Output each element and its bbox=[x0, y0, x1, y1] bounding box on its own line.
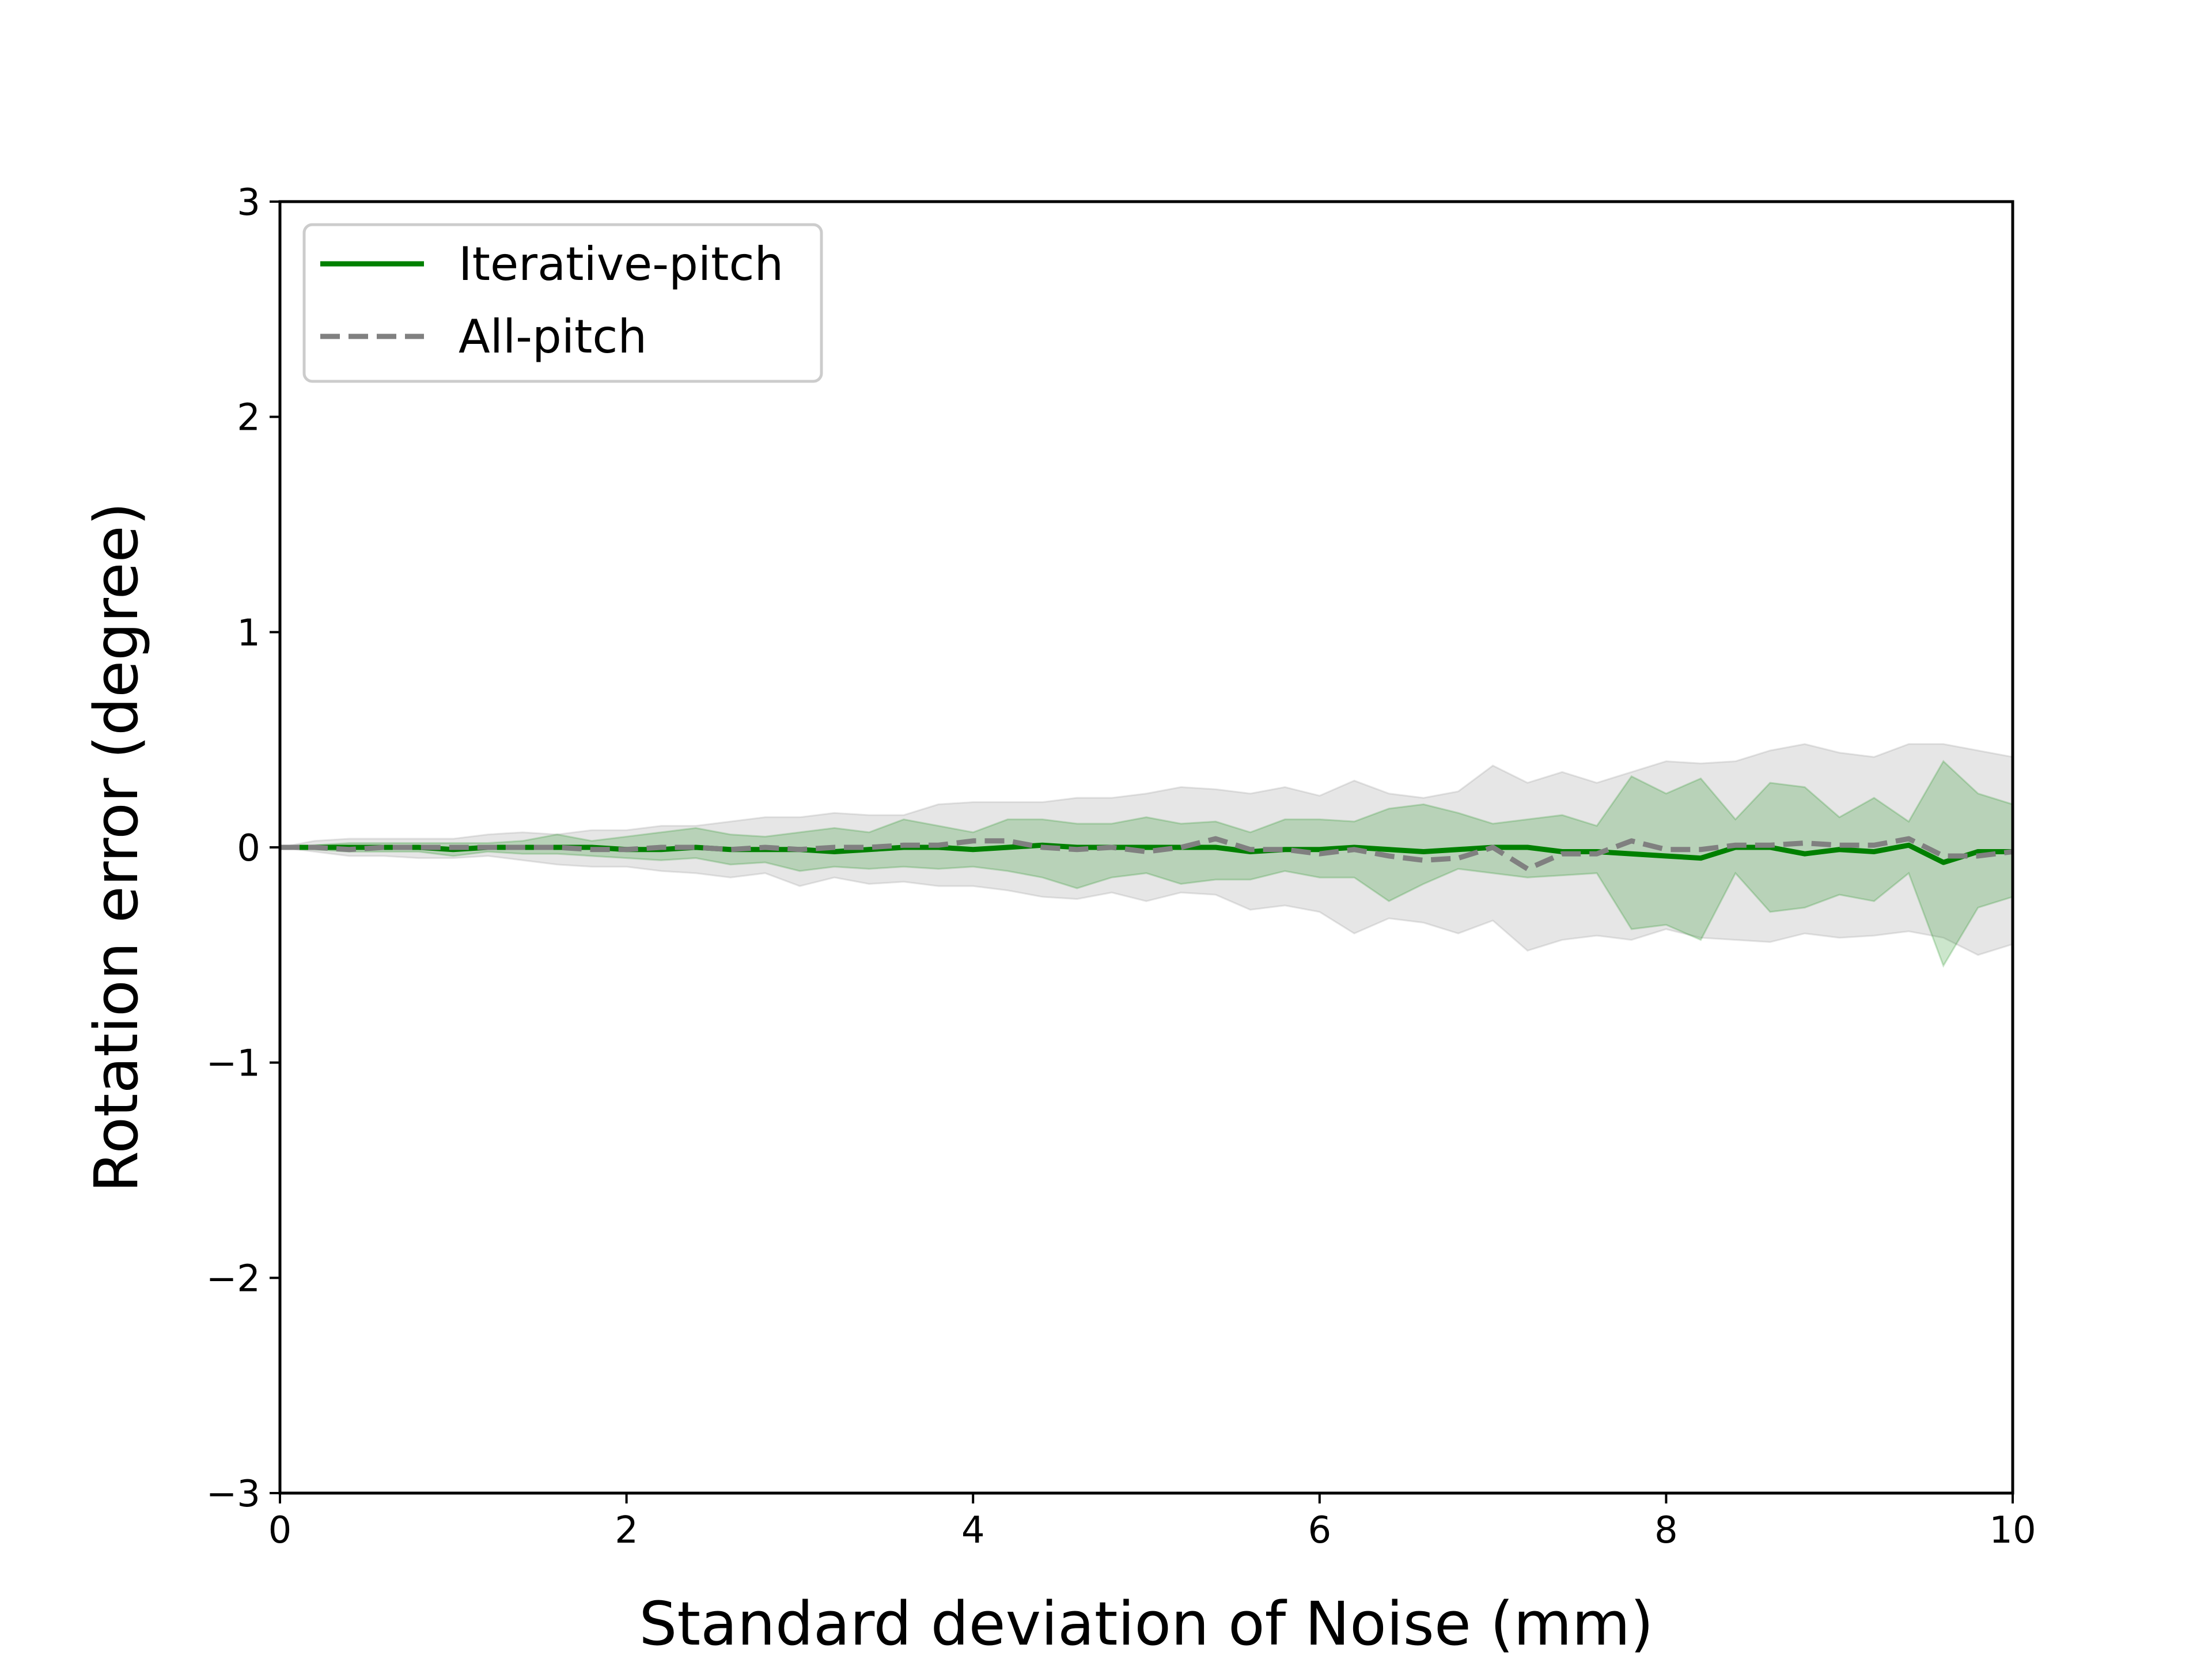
line-all-pitch bbox=[280, 836, 2013, 872]
y-tick-label: 2 bbox=[237, 397, 260, 440]
series-lines bbox=[280, 836, 2013, 872]
y-axis-ticks: −3 −2 −1 0 1 2 3 bbox=[206, 181, 280, 1516]
y-tick-label: 3 bbox=[237, 181, 260, 224]
y-tick-label: −3 bbox=[206, 1473, 260, 1516]
y-tick-label: 0 bbox=[237, 827, 260, 870]
x-tick-label: 2 bbox=[615, 1509, 638, 1552]
y-axis-label: Rotation error (degree) bbox=[81, 502, 151, 1192]
y-tick-label: 1 bbox=[237, 612, 260, 654]
legend-label-iterative-pitch: Iterative-pitch bbox=[459, 237, 783, 291]
x-tick-label: 10 bbox=[1989, 1509, 2036, 1552]
x-axis-ticks: 0 2 4 6 8 10 bbox=[268, 1493, 2036, 1552]
legend-box bbox=[302, 223, 823, 383]
x-tick-label: 6 bbox=[1308, 1509, 1331, 1552]
y-tick-label: −2 bbox=[206, 1257, 260, 1300]
y-tick-label: −1 bbox=[206, 1043, 260, 1085]
x-tick-label: 0 bbox=[268, 1509, 292, 1552]
legend: Iterative-pitch All-pitch bbox=[302, 223, 823, 383]
x-tick-label: 8 bbox=[1654, 1509, 1678, 1552]
x-axis-label: Standard deviation of Noise (mm) bbox=[639, 1589, 1653, 1659]
x-tick-label: 4 bbox=[961, 1509, 985, 1552]
legend-label-all-pitch: All-pitch bbox=[459, 310, 647, 363]
